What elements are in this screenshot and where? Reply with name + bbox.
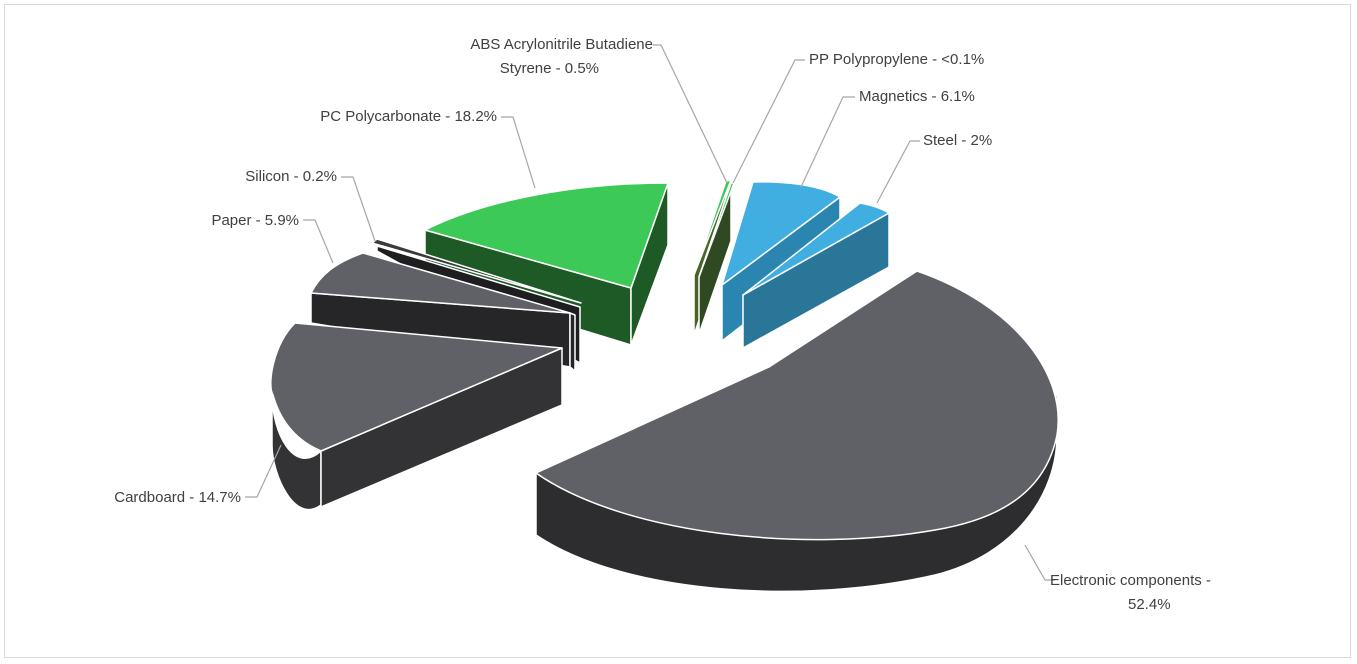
labels-layer: Electronic components -52.4% Cardboard - … [114, 36, 1211, 613]
pie-slice [698, 182, 735, 335]
pie-slice-top [535, 270, 1059, 541]
leader-line [653, 44, 728, 184]
pie-chart: Electronic components -52.4% Cardboard - … [114, 36, 1211, 613]
pie-slice-side [569, 312, 576, 372]
leader-line [876, 140, 920, 204]
leaders-layer [245, 44, 1055, 581]
data-label: Steel - 2% [923, 132, 992, 149]
leader-line [732, 59, 805, 184]
pie-slice-top [424, 182, 669, 289]
pie-slice [742, 202, 890, 349]
pie-slice-top [742, 202, 890, 296]
leader-line [341, 176, 376, 242]
pie-slice-top [698, 182, 735, 278]
pie-slice-top [270, 322, 563, 452]
data-label: Magnetics - 6.1% [859, 88, 975, 105]
data-label: Cardboard - 14.7% [114, 489, 241, 506]
pie-slice [535, 270, 1059, 593]
leader-line [1024, 544, 1055, 581]
data-label: Silicon - 0.2% [245, 168, 337, 185]
data-label: ABS Acrylonitrile Butadiene Styrene - 0.5… [470, 36, 653, 77]
pie-slice-top [310, 252, 571, 314]
data-label: Paper - 5.9% [211, 212, 299, 229]
leader-line [245, 444, 282, 498]
leader-line [501, 116, 536, 189]
leader-line [303, 219, 334, 264]
data-label: PC Polycarbonate - 18.2% [320, 108, 497, 125]
pie-slice-top [693, 179, 732, 276]
slices-layer [270, 179, 1059, 593]
leader-line [800, 96, 855, 188]
pie-slice [270, 322, 563, 511]
chart-frame: Electronic components -52.4% Cardboard - … [4, 4, 1351, 658]
pie-slice-top [721, 181, 841, 286]
data-label: Electronic components -52.4% [1050, 572, 1211, 613]
data-label: PP Polypropylene - <0.1% [809, 51, 984, 68]
